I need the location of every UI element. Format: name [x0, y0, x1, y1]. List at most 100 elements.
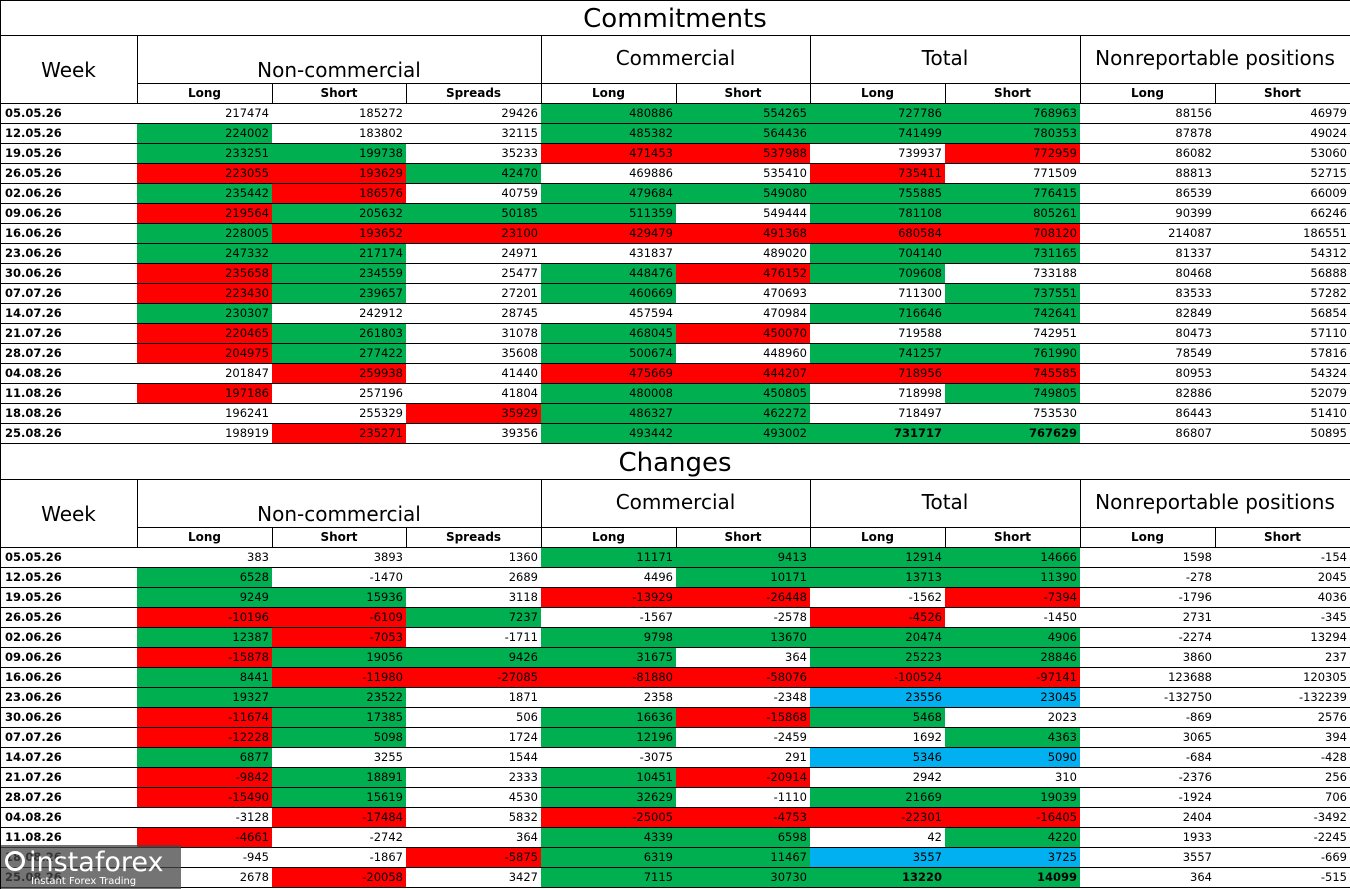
- value-cell: 86082: [1080, 144, 1216, 164]
- value-cell: -4526: [810, 608, 946, 628]
- value-cell: 11390: [945, 568, 1081, 588]
- value-cell: 220465: [137, 324, 273, 344]
- value-cell: 224002: [137, 124, 273, 144]
- value-cell: 31078: [406, 324, 542, 344]
- value-cell: 4906: [945, 628, 1081, 648]
- group-header: Non-commercial: [137, 36, 542, 84]
- value-cell: 19056: [272, 648, 407, 668]
- value-cell: 491368: [676, 224, 811, 244]
- value-cell: 15936: [272, 588, 407, 608]
- value-cell: 767629: [945, 424, 1081, 444]
- table-title: Changes: [1, 444, 1350, 480]
- value-cell: 476152: [676, 264, 811, 284]
- value-cell: 708120: [945, 224, 1081, 244]
- value-cell: 6598: [676, 828, 811, 848]
- group-header: Total: [810, 36, 1081, 84]
- value-cell: 450805: [676, 384, 811, 404]
- value-cell: 46979: [1215, 104, 1350, 124]
- value-cell: -669: [1215, 848, 1350, 868]
- value-cell: 2731: [1080, 608, 1216, 628]
- value-cell: -20914: [676, 768, 811, 788]
- value-cell: -2348: [676, 688, 811, 708]
- value-cell: -15868: [676, 708, 811, 728]
- value-cell: 805261: [945, 204, 1081, 224]
- value-cell: 257196: [272, 384, 407, 404]
- value-cell: 5832: [406, 808, 542, 828]
- value-cell: -7394: [945, 588, 1081, 608]
- value-cell: 185272: [272, 104, 407, 124]
- value-cell: 469886: [541, 164, 677, 184]
- week-cell: 19.05.26: [1, 144, 138, 164]
- table-title: Commitments: [1, 1, 1350, 36]
- value-cell: -2459: [676, 728, 811, 748]
- value-cell: 1871: [406, 688, 542, 708]
- value-cell: -132750: [1080, 688, 1216, 708]
- value-cell: -100524: [810, 668, 946, 688]
- value-cell: 30730: [676, 868, 811, 888]
- value-cell: 86539: [1080, 184, 1216, 204]
- value-cell: 9798: [541, 628, 677, 648]
- column-header: Long: [137, 84, 273, 104]
- value-cell: 460669: [541, 284, 677, 304]
- week-cell: 12.05.26: [1, 124, 138, 144]
- week-cell: 19.05.26: [1, 588, 138, 608]
- column-header: Short: [676, 528, 811, 548]
- value-cell: 739937: [810, 144, 946, 164]
- value-cell: 2333: [406, 768, 542, 788]
- value-cell: 83533: [1080, 284, 1216, 304]
- value-cell: 761990: [945, 344, 1081, 364]
- value-cell: 56854: [1215, 304, 1350, 324]
- value-cell: 82886: [1080, 384, 1216, 404]
- value-cell: -1711: [406, 628, 542, 648]
- week-cell: 02.06.26: [1, 628, 138, 648]
- value-cell: 511359: [541, 204, 677, 224]
- value-cell: 198919: [137, 424, 273, 444]
- value-cell: 19327: [137, 688, 273, 708]
- value-cell: 81337: [1080, 244, 1216, 264]
- value-cell: 219564: [137, 204, 273, 224]
- value-cell: 781108: [810, 204, 946, 224]
- group-header: Commercial: [541, 480, 811, 528]
- value-cell: 223430: [137, 284, 273, 304]
- column-header: Short: [676, 84, 811, 104]
- value-cell: 716646: [810, 304, 946, 324]
- column-header: Spreads: [406, 84, 542, 104]
- week-cell: 26.05.26: [1, 608, 138, 628]
- value-cell: 228005: [137, 224, 273, 244]
- value-cell: 19039: [945, 788, 1081, 808]
- week-cell: 21.07.26: [1, 324, 138, 344]
- value-cell: 485382: [541, 124, 677, 144]
- value-cell: 186551: [1215, 224, 1350, 244]
- value-cell: -2578: [676, 608, 811, 628]
- value-cell: 431837: [541, 244, 677, 264]
- value-cell: -27085: [406, 668, 542, 688]
- value-cell: 256: [1215, 768, 1350, 788]
- column-header: Short: [272, 528, 407, 548]
- value-cell: 2358: [541, 688, 677, 708]
- value-cell: 42470: [406, 164, 542, 184]
- value-cell: 3725: [945, 848, 1081, 868]
- value-cell: 35929: [406, 404, 542, 424]
- value-cell: 5346: [810, 748, 946, 768]
- watermark-logo: [5, 851, 25, 871]
- value-cell: -2274: [1080, 628, 1216, 648]
- value-cell: -10196: [137, 608, 273, 628]
- value-cell: 52715: [1215, 164, 1350, 184]
- week-cell: 30.06.26: [1, 264, 138, 284]
- value-cell: 42: [810, 828, 946, 848]
- value-cell: 680584: [810, 224, 946, 244]
- value-cell: 50185: [406, 204, 542, 224]
- value-cell: 1544: [406, 748, 542, 768]
- value-cell: 12196: [541, 728, 677, 748]
- value-cell: 6319: [541, 848, 677, 868]
- value-cell: -26448: [676, 588, 811, 608]
- value-cell: 470984: [676, 304, 811, 324]
- value-cell: 57282: [1215, 284, 1350, 304]
- value-cell: 719588: [810, 324, 946, 344]
- value-cell: 11467: [676, 848, 811, 868]
- value-cell: 731165: [945, 244, 1081, 264]
- value-cell: 235442: [137, 184, 273, 204]
- value-cell: 9249: [137, 588, 273, 608]
- value-cell: 10171: [676, 568, 811, 588]
